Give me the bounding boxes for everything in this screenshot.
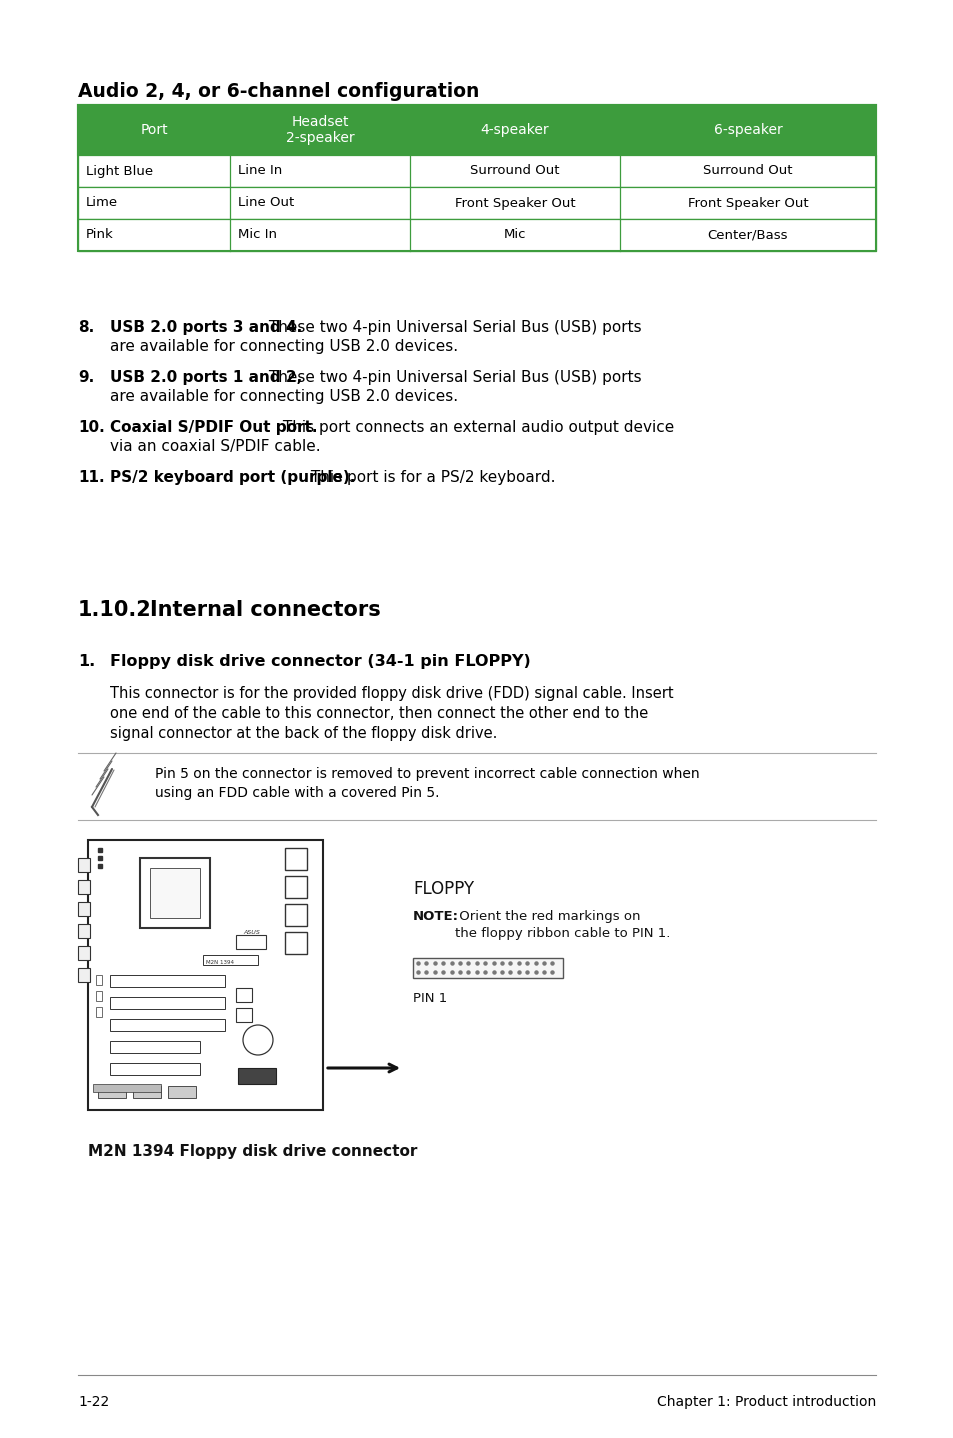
Text: Pink: Pink — [86, 229, 113, 242]
Text: are available for connecting USB 2.0 devices.: are available for connecting USB 2.0 dev… — [110, 390, 457, 404]
Bar — [110, 975, 225, 986]
Text: 11.: 11. — [78, 470, 105, 485]
Bar — [78, 105, 875, 252]
Bar — [168, 1086, 195, 1099]
Text: USB 2.0 ports 3 and 4.: USB 2.0 ports 3 and 4. — [110, 321, 302, 335]
Text: are available for connecting USB 2.0 devices.: are available for connecting USB 2.0 dev… — [110, 339, 457, 354]
Text: Chapter 1: Product introduction: Chapter 1: Product introduction — [656, 1395, 875, 1409]
Bar — [285, 876, 307, 897]
Text: FLOPPY: FLOPPY — [413, 880, 474, 897]
Text: Center/Bass: Center/Bass — [707, 229, 787, 242]
Bar — [96, 1007, 102, 1017]
Bar — [78, 925, 90, 938]
Text: Floppy disk drive connector (34-1 pin FLOPPY): Floppy disk drive connector (34-1 pin FL… — [110, 654, 530, 669]
Bar — [285, 932, 307, 953]
Bar — [78, 902, 90, 916]
Text: Mic In: Mic In — [237, 229, 276, 242]
Text: PIN 1: PIN 1 — [413, 992, 447, 1005]
Text: 1-22: 1-22 — [78, 1395, 110, 1409]
Bar — [140, 858, 210, 928]
Text: This connector is for the provided floppy disk drive (FDD) signal cable. Insert: This connector is for the provided flopp… — [110, 686, 673, 700]
Bar — [285, 848, 307, 870]
Bar — [110, 1041, 200, 1053]
Bar — [150, 869, 200, 917]
Text: USB 2.0 ports 1 and 2,: USB 2.0 ports 1 and 2, — [110, 370, 302, 385]
Text: Front Speaker Out: Front Speaker Out — [687, 197, 807, 210]
Text: 1.10.2: 1.10.2 — [78, 600, 152, 620]
Text: Mic: Mic — [503, 229, 526, 242]
Text: signal connector at the back of the floppy disk drive.: signal connector at the back of the flop… — [110, 726, 497, 741]
Bar — [78, 968, 90, 982]
Text: 8.: 8. — [78, 321, 94, 335]
Text: 6-speaker: 6-speaker — [713, 124, 781, 137]
Text: Lime: Lime — [86, 197, 118, 210]
Bar — [237, 1068, 275, 1084]
Text: This port is for a PS/2 keyboard.: This port is for a PS/2 keyboard. — [306, 470, 555, 485]
Text: Headset
2-speaker: Headset 2-speaker — [285, 115, 354, 145]
Bar — [235, 935, 266, 949]
Bar — [88, 840, 323, 1110]
Bar — [96, 991, 102, 1001]
Bar — [78, 187, 875, 219]
Text: Coaxial S/PDIF Out port.: Coaxial S/PDIF Out port. — [110, 420, 317, 436]
Text: 1.: 1. — [78, 654, 95, 669]
Bar — [78, 105, 875, 155]
Text: PS/2 keyboard port (purple).: PS/2 keyboard port (purple). — [110, 470, 355, 485]
Text: using an FDD cable with a covered Pin 5.: using an FDD cable with a covered Pin 5. — [154, 787, 439, 800]
Text: 9.: 9. — [78, 370, 94, 385]
Bar — [235, 1008, 252, 1022]
Bar — [110, 1020, 225, 1031]
Text: M2N 1394 Floppy disk drive connector: M2N 1394 Floppy disk drive connector — [88, 1145, 417, 1159]
Text: This port connects an external audio output device: This port connects an external audio out… — [277, 420, 674, 436]
Text: Front Speaker Out: Front Speaker Out — [455, 197, 575, 210]
Bar — [92, 1084, 161, 1091]
Text: These two 4-pin Universal Serial Bus (USB) ports: These two 4-pin Universal Serial Bus (US… — [264, 370, 641, 385]
Bar — [96, 975, 102, 985]
Text: Orient the red markings on: Orient the red markings on — [455, 910, 639, 923]
Text: M2N 1394: M2N 1394 — [206, 961, 233, 965]
Text: Internal connectors: Internal connectors — [150, 600, 380, 620]
Bar — [203, 955, 257, 965]
Text: one end of the cable to this connector, then connect the other end to the: one end of the cable to this connector, … — [110, 706, 648, 720]
Text: 10.: 10. — [78, 420, 105, 436]
Bar — [110, 997, 225, 1009]
Text: the floppy ribbon cable to PIN 1.: the floppy ribbon cable to PIN 1. — [455, 928, 670, 940]
Text: These two 4-pin Universal Serial Bus (USB) ports: These two 4-pin Universal Serial Bus (US… — [264, 321, 641, 335]
Bar — [78, 155, 875, 187]
Text: Pin 5 on the connector is removed to prevent incorrect cable connection when: Pin 5 on the connector is removed to pre… — [154, 766, 699, 781]
Bar — [132, 1086, 161, 1099]
Text: Port: Port — [140, 124, 168, 137]
Bar — [78, 219, 875, 252]
Text: Surround Out: Surround Out — [702, 164, 792, 177]
Bar — [413, 958, 562, 978]
Bar — [78, 946, 90, 961]
Bar — [78, 858, 90, 871]
Text: via an coaxial S/PDIF cable.: via an coaxial S/PDIF cable. — [110, 439, 320, 454]
Bar — [98, 1086, 126, 1099]
Text: NOTE:: NOTE: — [413, 910, 458, 923]
Text: Light Blue: Light Blue — [86, 164, 153, 177]
Bar — [110, 1063, 200, 1076]
Text: 4-speaker: 4-speaker — [480, 124, 549, 137]
Text: Line In: Line In — [237, 164, 282, 177]
Bar — [78, 880, 90, 894]
Text: Surround Out: Surround Out — [470, 164, 559, 177]
Text: Audio 2, 4, or 6-channel configuration: Audio 2, 4, or 6-channel configuration — [78, 82, 478, 101]
Bar — [285, 905, 307, 926]
Bar — [235, 988, 252, 1002]
Text: ASUS: ASUS — [243, 930, 259, 935]
Text: Line Out: Line Out — [237, 197, 294, 210]
